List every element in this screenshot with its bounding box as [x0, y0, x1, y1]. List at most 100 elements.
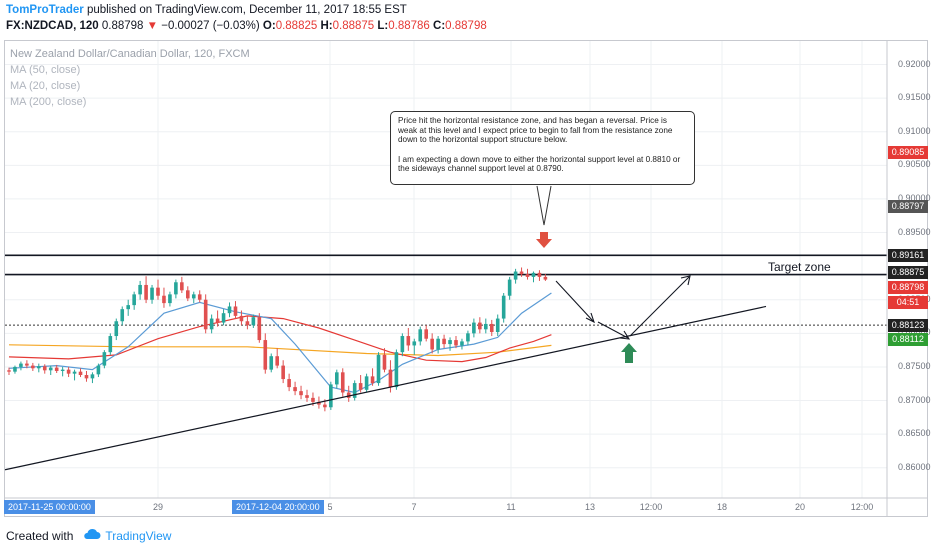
last-price: 0.88798 — [101, 20, 144, 32]
tradingview-brand-link[interactable]: TradingView — [105, 528, 172, 543]
candle-body — [501, 295, 506, 319]
candle-body — [108, 336, 113, 353]
time-axis-label: 29 — [152, 502, 164, 512]
price-axis-label: 0.91000 — [898, 125, 931, 136]
candle-body — [13, 366, 17, 372]
candle-body — [543, 276, 548, 280]
author-link[interactable]: TomProTrader — [6, 4, 84, 16]
candle-body — [519, 271, 524, 275]
price-tag-0-88875: 0.88875 — [888, 266, 928, 279]
candle-body — [418, 329, 423, 342]
open-label: O: — [262, 20, 276, 32]
note-paragraph-1: Price hit the horizontal resistance zone… — [398, 116, 673, 145]
candle-body — [233, 306, 238, 316]
candle-body — [537, 272, 542, 277]
close-label: C: — [433, 20, 446, 32]
candle-body — [120, 309, 125, 322]
time-tag-start: 2017-11-25 00:00:00 — [4, 500, 95, 514]
candle-body — [370, 376, 375, 384]
target-zone-label: Target zone — [768, 260, 831, 274]
candle-body — [72, 371, 77, 374]
candle-body — [42, 366, 47, 371]
candle-body — [168, 294, 172, 304]
moving-averages — [8, 292, 552, 394]
price-tag-0-89161: 0.89161 — [888, 249, 928, 262]
projection-down-2 — [597, 321, 629, 339]
candle-body — [126, 305, 130, 310]
candle-body — [358, 383, 363, 390]
candle-body — [209, 318, 214, 330]
price-tag-0-88112: 0.88112 — [888, 333, 928, 346]
candle-body — [513, 271, 518, 280]
price-tag-0-88798: 0.88798 — [888, 281, 928, 294]
note-paragraph-2: I am expecting a down move to either the… — [398, 154, 681, 174]
tradingview-cloud-icon — [83, 528, 101, 543]
candle-body — [346, 392, 351, 398]
low-label: L: — [377, 20, 389, 32]
candle-body — [186, 290, 190, 299]
candle-body — [221, 313, 226, 323]
candle-body — [251, 317, 256, 326]
candle-body — [90, 374, 95, 379]
candle-body — [227, 306, 232, 314]
projection-up — [629, 276, 690, 337]
trendline — [4, 305, 767, 471]
time-axis-label: 12:00 — [639, 502, 663, 512]
time-axis-label: 18 — [716, 502, 728, 512]
candle-body — [430, 338, 434, 350]
candle-body — [364, 376, 369, 390]
ma20-line — [8, 292, 552, 394]
annotation-note[interactable]: Price hit the horizontal resistance zone… — [390, 111, 695, 185]
candle-body — [245, 321, 250, 326]
projection-down-1 — [555, 280, 594, 322]
legend-ma50[interactable]: MA (50, close) — [10, 64, 81, 76]
price-axis-label: 0.87500 — [898, 360, 931, 371]
symbol-label: FX:NZDCAD, 120 — [6, 20, 99, 32]
chart-title: New Zealand Dollar/Canadian Dollar, 120,… — [10, 48, 250, 60]
price-axis-label: 0.86000 — [898, 461, 931, 472]
candle-body — [174, 282, 178, 295]
candle-body — [275, 356, 279, 366]
ohlc-header: FX:NZDCAD, 120 0.88798 ▼ −0.00027 (−0.03… — [6, 20, 487, 36]
note-pointer — [536, 185, 552, 226]
candle-body — [25, 363, 29, 366]
candle-body — [96, 365, 101, 375]
price-axis-label: 0.89500 — [898, 226, 931, 237]
candle-body — [424, 329, 428, 339]
candle-body — [299, 391, 303, 396]
price-axis-label: 0.87000 — [898, 394, 931, 405]
time-axis-label: 5 — [327, 502, 333, 512]
legend-ma20[interactable]: MA (20, close) — [10, 80, 81, 92]
candle-body — [335, 372, 339, 385]
footer: Created with TradingView — [6, 528, 171, 543]
candle-body — [287, 379, 291, 388]
candle-body — [84, 375, 89, 379]
up-arrow-icon — [621, 343, 637, 363]
candle-body — [442, 338, 446, 345]
candle-body — [388, 369, 393, 388]
candle-body — [203, 299, 208, 330]
candle-body — [156, 287, 160, 296]
candle-body — [478, 322, 482, 330]
candle-body — [329, 384, 333, 408]
arrowhead — [585, 312, 595, 324]
high-label: H: — [320, 20, 333, 32]
price-tag-0-88797: 0.88797 — [888, 200, 928, 213]
time-axis-label: 13 — [584, 502, 596, 512]
legend-ma200[interactable]: MA (200, close) — [10, 96, 87, 108]
price-axis-label: 0.90000 — [898, 192, 931, 203]
candle-body — [7, 370, 11, 372]
candle-body — [215, 318, 220, 323]
low-value: 0.88786 — [388, 20, 430, 32]
candle-body — [412, 341, 417, 346]
candle-body — [436, 338, 440, 350]
candle-body — [257, 317, 262, 341]
candle-body — [305, 395, 309, 398]
candle-body — [54, 367, 59, 371]
created-with-label: Created with — [6, 528, 74, 543]
candle-body — [138, 284, 142, 295]
arrowhead — [680, 275, 691, 286]
horizontal-levels — [5, 254, 887, 326]
